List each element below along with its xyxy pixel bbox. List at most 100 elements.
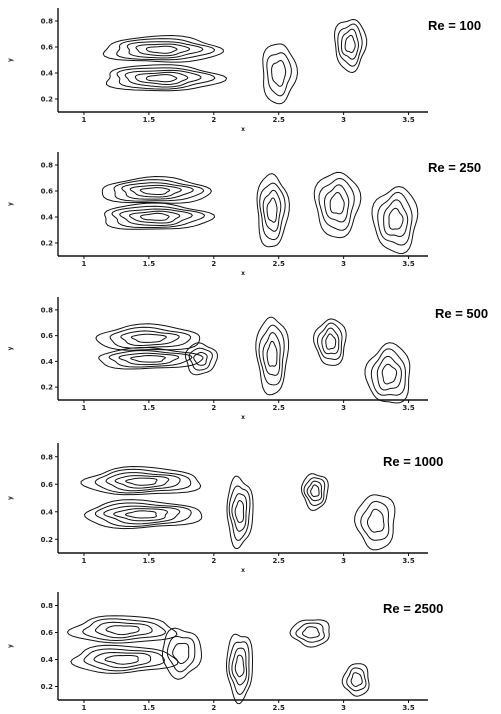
contour-line — [139, 187, 171, 195]
x-tick-label: 3.5 — [402, 260, 415, 268]
x-tick-label: 3.5 — [402, 704, 415, 712]
contour-line — [231, 493, 248, 532]
x-tick-label: 1 — [82, 260, 87, 268]
x-tick-label: 3.5 — [402, 557, 415, 565]
x-axis-label: x — [241, 126, 245, 133]
contour-line — [105, 472, 181, 492]
y-tick-label: 0.4 — [41, 358, 54, 366]
contour-line — [234, 499, 245, 523]
x-tick-label: 2 — [211, 704, 216, 712]
reynolds-label: Re = 2500 — [383, 601, 443, 616]
reynolds-label: Re = 100 — [428, 18, 481, 33]
contour-line — [262, 189, 282, 232]
y-axis-label: y — [7, 202, 14, 206]
y-tick-label: 0.6 — [41, 629, 54, 637]
contour-line — [118, 352, 180, 366]
contour-line — [381, 363, 398, 385]
contour-line — [114, 475, 170, 489]
contour-line — [346, 667, 367, 692]
contour-line — [367, 508, 385, 533]
y-tick-label: 0.6 — [41, 332, 54, 340]
contour-line — [341, 663, 370, 697]
x-tick-label: 2.5 — [272, 404, 285, 412]
contour-line — [95, 502, 192, 528]
contour-line — [103, 505, 181, 525]
contour-line — [255, 316, 290, 396]
x-axis-label: x — [241, 414, 245, 421]
contour-line — [266, 52, 292, 97]
contour-line — [289, 619, 330, 648]
contour-line — [266, 340, 278, 367]
contour-line — [95, 621, 153, 639]
x-tick-label: 3 — [341, 557, 346, 565]
contour-line — [184, 342, 219, 376]
contour-line — [83, 499, 203, 530]
x-tick-label: 3 — [341, 704, 346, 712]
y-tick-label: 0.2 — [41, 240, 54, 248]
contour-line — [350, 672, 363, 688]
contour-line — [172, 642, 190, 665]
contour-line — [121, 182, 194, 200]
contour-line — [104, 202, 216, 230]
contour-line — [225, 633, 254, 705]
reynolds-label: Re = 1000 — [383, 454, 443, 469]
x-tick-label: 2.5 — [272, 557, 285, 565]
contour-line — [166, 635, 196, 673]
x-tick-label: 1.5 — [143, 116, 156, 124]
contour-line — [295, 622, 325, 643]
y-tick-label: 0.8 — [41, 18, 54, 26]
x-tick-label: 1.5 — [143, 404, 156, 412]
x-tick-label: 2.5 — [272, 704, 285, 712]
y-tick-label: 0.4 — [41, 508, 54, 516]
contour-line — [119, 208, 193, 227]
contour-line — [262, 43, 299, 105]
x-tick-label: 1 — [82, 704, 87, 712]
x-tick-label: 2 — [211, 260, 216, 268]
contour-line — [316, 322, 343, 361]
contour-line — [108, 349, 193, 368]
contour-line — [383, 199, 409, 238]
x-tick-label: 1.5 — [143, 704, 156, 712]
contour-line — [256, 173, 290, 248]
contour-line — [306, 480, 323, 502]
contour-line — [303, 477, 326, 507]
contour-line — [360, 500, 390, 541]
contour-line — [135, 43, 190, 57]
contour-line — [109, 326, 192, 349]
contour-line — [70, 644, 179, 674]
x-axis-label: x — [241, 567, 245, 574]
y-tick-label: 0.6 — [41, 481, 54, 489]
contour-line — [312, 318, 347, 366]
reynolds-label: Re = 250 — [428, 160, 481, 175]
contour-line — [344, 34, 356, 54]
contour-line — [124, 69, 202, 88]
contour-line — [318, 177, 355, 231]
x-tick-label: 2.5 — [272, 116, 285, 124]
contour-line — [231, 647, 248, 686]
contour-line — [162, 627, 203, 680]
y-axis-label: y — [7, 58, 14, 62]
contour-line — [106, 64, 228, 92]
contour-line — [66, 615, 178, 644]
contour-line — [93, 651, 152, 669]
x-tick-label: 2 — [211, 557, 216, 565]
contour-panel: 1 1.5 2 2.5 3 3.5 0.2 0.4 0.6 0.8 x y Re = 100 — [7, 8, 481, 133]
contour-line — [145, 45, 178, 54]
y-tick-label: 0.8 — [41, 306, 54, 314]
contour-line — [271, 59, 287, 87]
y-tick-label: 0.4 — [41, 214, 54, 222]
contour-line — [333, 18, 368, 74]
contour-line — [193, 351, 208, 366]
x-tick-label: 3 — [341, 404, 346, 412]
y-axis-label: y — [7, 496, 14, 500]
y-tick-label: 0.8 — [41, 602, 54, 610]
y-tick-label: 0.8 — [41, 453, 54, 461]
contour-line — [325, 333, 337, 350]
contour-panel: 1 1.5 2 2.5 3 3.5 0.2 0.4 0.6 0.8 x y Re = 250 — [7, 152, 481, 277]
y-tick-label: 0.2 — [41, 384, 54, 392]
contour-panel: 1 1.5 2 2.5 3 3.5 0.2 0.4 0.6 0.8 x y Re = 500 — [7, 297, 488, 421]
contour-line — [130, 333, 167, 343]
y-tick-label: 0.2 — [41, 536, 54, 544]
x-tick-label: 1 — [82, 116, 87, 124]
